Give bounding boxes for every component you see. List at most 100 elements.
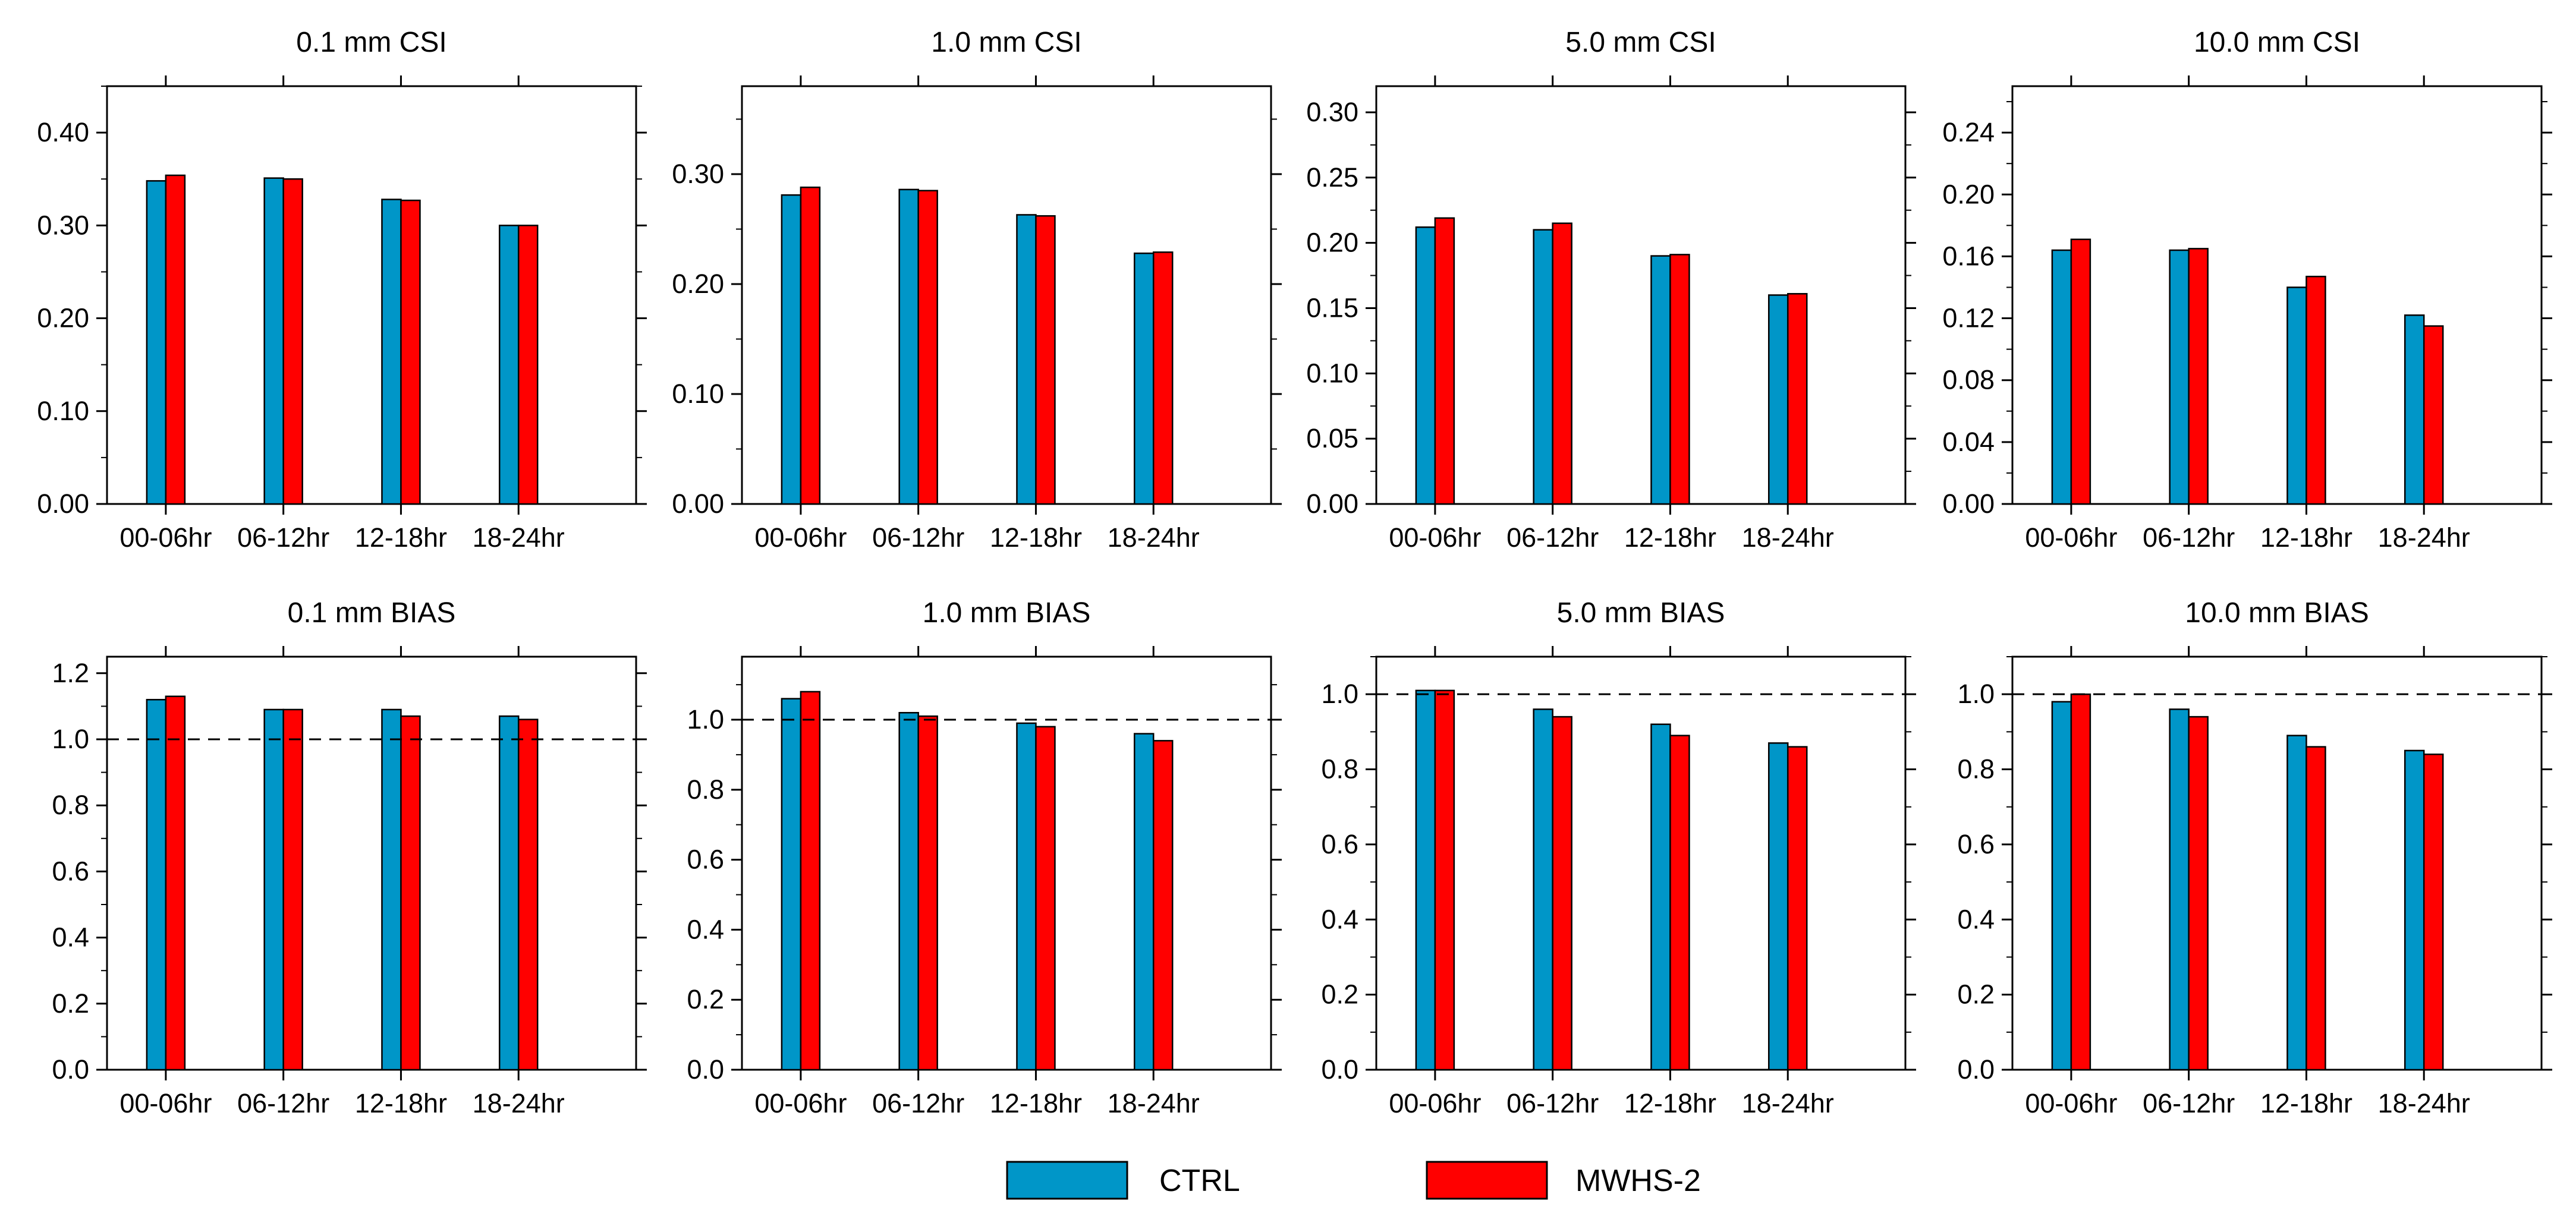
x-category-label: 18-24hr [473, 522, 565, 553]
bar-mwhs2 [1434, 217, 1455, 505]
x-category-label: 12-18hr [990, 522, 1082, 553]
bar-ctrl [1016, 722, 1037, 1071]
x-category-label: 00-06hr [1389, 1088, 1481, 1118]
bar-ctrl [1650, 723, 1671, 1071]
y-tick-label: 0.00 [672, 489, 724, 519]
panel-title: 0.1 mm BIAS [288, 597, 456, 629]
bar-mwhs2 [400, 199, 421, 505]
plot-frame [2011, 656, 2543, 1071]
y-tick-label: 0.20 [672, 269, 724, 299]
bar-mwhs2 [2423, 325, 2444, 505]
bar-ctrl [2051, 249, 2072, 505]
x-category-label: 06-12hr [2143, 522, 2235, 553]
y-tick-label: 0.12 [1942, 303, 1995, 333]
bar-mwhs2 [1786, 293, 1808, 505]
bar-ctrl [263, 177, 284, 505]
bar-ctrl [146, 699, 167, 1071]
bar-ctrl [781, 194, 802, 505]
bar-ctrl [1415, 226, 1436, 505]
bar-ctrl [381, 708, 402, 1071]
x-category-label: 18-24hr [2378, 522, 2470, 553]
y-tick-label: 0.8 [687, 774, 724, 805]
y-tick-label: 0.0 [1957, 1054, 1995, 1085]
bar-mwhs2 [1434, 689, 1455, 1071]
chart-panel-2: 5.0 mm CSI 0.00 0.05 0.10 0.15 0.20 0.25 0.30 00… [1306, 27, 1916, 553]
y-tick-label: 1.0 [52, 724, 89, 754]
x-category-label: 06-12hr [237, 1088, 329, 1118]
x-category-label: 12-18hr [990, 1088, 1082, 1118]
legend-label-mwhs2: MWHS-2 [1575, 1164, 1701, 1198]
chart-panels: 0.1 mm CSI 0.00 0.10 0.20 0.30 0.40 00-06hr 06-… [37, 27, 2552, 1118]
legend-swatch-mwhs2 [1426, 1161, 1548, 1200]
y-tick-label: 0.2 [52, 988, 89, 1019]
bar-ctrl [1650, 255, 1671, 505]
bar-ctrl [498, 225, 520, 505]
panel-title: 5.0 mm BIAS [1557, 597, 1725, 629]
bar-ctrl [1133, 252, 1155, 505]
x-category-label: 06-12hr [2143, 1088, 2235, 1118]
bar-mwhs2 [800, 691, 821, 1071]
bar-mwhs2 [917, 190, 938, 505]
y-tick-label: 0.2 [687, 984, 724, 1014]
x-category-label: 00-06hr [2025, 1088, 2117, 1118]
bar-ctrl [2404, 749, 2425, 1071]
bar-ctrl [2286, 735, 2307, 1071]
chart-panel-0: 0.1 mm CSI 0.00 0.10 0.20 0.30 0.40 00-06hr 06-… [37, 27, 647, 553]
y-tick-label: 0.40 [37, 117, 89, 147]
legend-label-ctrl: CTRL [1159, 1164, 1240, 1198]
y-tick-label: 0.6 [52, 856, 89, 886]
bar-ctrl [381, 198, 402, 505]
plot-frame [741, 656, 1272, 1071]
bar-ctrl [1016, 214, 1037, 505]
bar-ctrl [2404, 314, 2425, 505]
y-tick-label: 0.08 [1942, 365, 1995, 395]
x-category-label: 00-06hr [2025, 522, 2117, 553]
legend-swatch-ctrl [1006, 1161, 1128, 1200]
y-tick-label: 0.10 [672, 379, 724, 409]
x-category-label: 06-12hr [1506, 1088, 1599, 1118]
x-category-label: 06-12hr [237, 522, 329, 553]
bar-mwhs2 [517, 719, 539, 1071]
y-tick-label: 0.25 [1306, 162, 1358, 193]
y-tick-label: 1.0 [1321, 679, 1358, 709]
x-category-label: 12-18hr [2260, 1088, 2352, 1118]
y-tick-label: 0.10 [1306, 358, 1358, 388]
chart-panel-7: 10.0 mm BIAS 0.0 0.2 0.4 0.6 0.8 1.0 00-06hr 06-… [1957, 597, 2552, 1118]
plot-frame [106, 85, 637, 505]
chart-panel-4: 0.1 mm BIAS 0.0 0.2 0.4 0.6 0.8 1.0 1.2 00-06hr 0… [52, 597, 647, 1118]
bar-ctrl [498, 715, 520, 1071]
bar-mwhs2 [917, 715, 938, 1071]
plot-frame [2011, 85, 2543, 505]
y-tick-label: 0.0 [52, 1054, 89, 1085]
y-tick-label: 0.6 [1957, 829, 1995, 859]
y-tick-label: 0.15 [1306, 292, 1358, 323]
bar-mwhs2 [400, 715, 421, 1071]
chart-panel-3: 10.0 mm CSI 0.00 0.04 0.08 0.12 0.16 0.20 0.24 0… [1942, 27, 2552, 553]
bar-ctrl [2169, 708, 2190, 1071]
x-category-label: 18-24hr [1108, 1088, 1200, 1118]
panel-title: 10.0 mm CSI [2194, 27, 2360, 58]
panel-title: 10.0 mm BIAS [2185, 597, 2369, 629]
bar-mwhs2 [165, 174, 186, 505]
y-tick-label: 0.00 [37, 489, 89, 519]
bar-mwhs2 [2070, 693, 2091, 1071]
plot-frame [106, 656, 637, 1071]
x-category-label: 00-06hr [754, 1088, 847, 1118]
y-tick-label: 1.0 [687, 704, 724, 735]
x-category-label: 00-06hr [754, 522, 847, 553]
bar-ctrl [2051, 701, 2072, 1071]
bar-mwhs2 [1552, 222, 1572, 505]
x-category-label: 00-06hr [119, 522, 212, 553]
bar-mwhs2 [1669, 254, 1690, 505]
y-tick-label: 0.16 [1942, 241, 1995, 271]
x-category-label: 12-18hr [1624, 522, 1716, 553]
bar-mwhs2 [1035, 726, 1056, 1071]
bar-mwhs2 [282, 178, 303, 505]
y-tick-label: 0.2 [1321, 979, 1358, 1010]
bar-mwhs2 [165, 695, 186, 1071]
panel-title: 0.1 mm CSI [296, 27, 446, 58]
bar-ctrl [1415, 689, 1436, 1071]
x-category-label: 18-24hr [1108, 522, 1200, 553]
y-tick-label: 0.4 [52, 922, 89, 953]
